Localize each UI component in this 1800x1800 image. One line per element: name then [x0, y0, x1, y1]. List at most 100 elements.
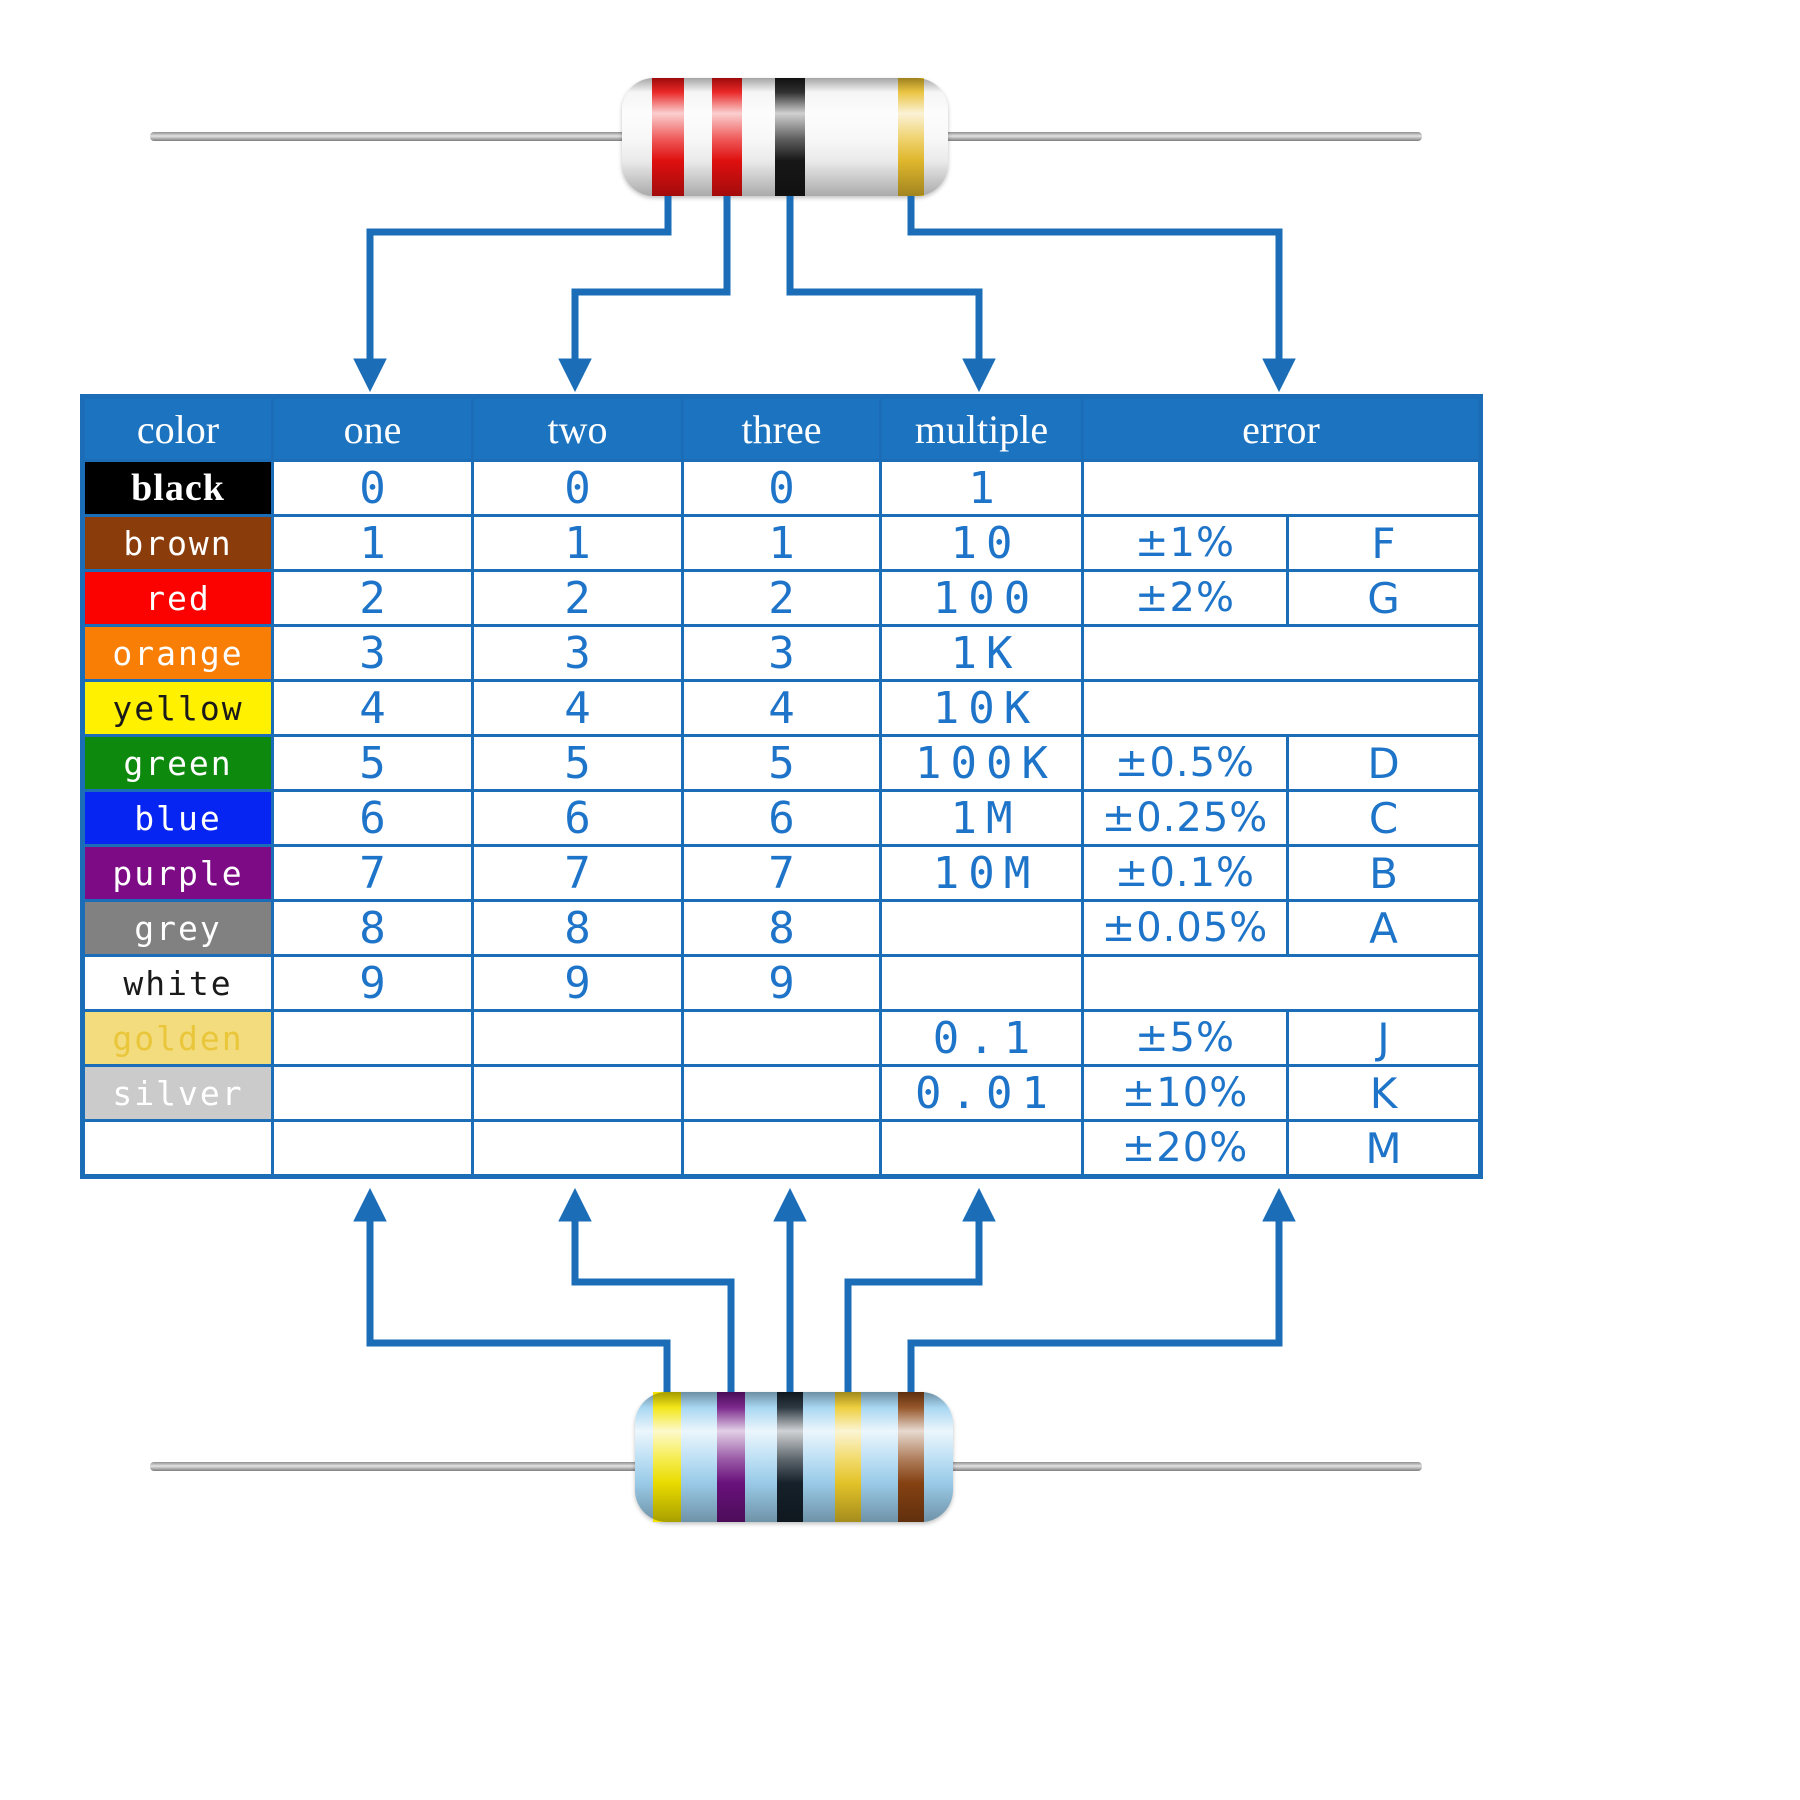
color-swatch-grey: grey — [81, 899, 274, 957]
bottom-band-5-brown — [898, 1392, 924, 1522]
digit-cell: 4 — [471, 679, 684, 737]
digit-cell: 7 — [681, 844, 882, 902]
error-pct-cell: ±5% — [1081, 1009, 1289, 1067]
digit-cell: 7 — [471, 844, 684, 902]
color-swatch-black: black — [81, 459, 274, 517]
error-pct-cell: ±10% — [1081, 1064, 1289, 1122]
digit-cell: 6 — [271, 789, 474, 847]
error-pct-cell: ±1% — [1081, 514, 1289, 572]
digit-cell — [471, 1009, 684, 1067]
top-band-1-red — [652, 78, 684, 196]
digit-cell: 0 — [471, 459, 684, 517]
color-swatch-silver: silver — [81, 1064, 274, 1122]
digit-cell: 4 — [271, 679, 474, 737]
multiple-cell: 100 — [879, 569, 1084, 627]
digit-cell: 8 — [471, 899, 684, 957]
multiple-cell: 100K — [879, 734, 1084, 792]
error-pct-cell: ±0.1% — [1081, 844, 1289, 902]
multiple-cell: 0.1 — [879, 1009, 1084, 1067]
digit-cell: 8 — [681, 899, 882, 957]
digit-cell: 9 — [681, 954, 882, 1012]
table-row-green: green 5 5 5 100K ±0.5% D — [81, 734, 1482, 792]
digit-cell — [471, 1119, 684, 1178]
header-multiple: multiple — [879, 395, 1084, 462]
bottom-resistor-body — [635, 1392, 953, 1522]
digit-cell: 5 — [271, 734, 474, 792]
arrow-bottom-band4-to-multiple — [844, 1187, 996, 1392]
digit-cell: 3 — [271, 624, 474, 682]
arrow-top-band2-to-two — [558, 196, 731, 393]
error-pct-cell: ±0.05% — [1081, 899, 1289, 957]
table-row-purple: purple 7 7 7 10M ±0.1% B — [81, 844, 1482, 902]
header-two: two — [471, 395, 684, 462]
header-error: error — [1081, 395, 1482, 462]
arrow-bottom-band5-to-error — [907, 1187, 1296, 1392]
error-code-cell: G — [1286, 569, 1482, 627]
error-cell — [1081, 679, 1482, 737]
multiple-cell: 10M — [879, 844, 1084, 902]
top-band-4-gold — [898, 78, 924, 196]
multiple-cell — [879, 954, 1084, 1012]
header-row: color one two three multiple error — [81, 395, 1482, 462]
table-row-grey: grey 8 8 8 ±0.05% A — [81, 899, 1482, 957]
digit-cell: 3 — [681, 624, 882, 682]
table-row-golden: golden 0.1 ±5% J — [81, 1009, 1482, 1067]
error-code-cell: J — [1286, 1009, 1482, 1067]
error-cell — [1081, 624, 1482, 682]
top-resistor-body — [622, 78, 948, 196]
error-pct-cell: ±20% — [1081, 1119, 1289, 1178]
digit-cell — [681, 1064, 882, 1122]
bottom-band-1-yellow — [653, 1392, 681, 1522]
digit-cell: 6 — [681, 789, 882, 847]
digit-cell: 6 — [471, 789, 684, 847]
color-swatch-yellow: yellow — [81, 679, 274, 737]
error-pct-cell: ±0.5% — [1081, 734, 1289, 792]
digit-cell: 0 — [271, 459, 474, 517]
error-cell — [1081, 954, 1482, 1012]
digit-cell: 2 — [471, 569, 684, 627]
top-band-3-black — [775, 78, 805, 196]
top-band-2-red — [712, 78, 742, 196]
digit-cell: 1 — [471, 514, 684, 572]
error-code-cell: B — [1286, 844, 1482, 902]
color-swatch-purple: purple — [81, 844, 274, 902]
error-code-cell: C — [1286, 789, 1482, 847]
table-row-white: white 9 9 9 — [81, 954, 1482, 1012]
error-code-cell: K — [1286, 1064, 1482, 1122]
table-row-silver: silver 0.01 ±10% K — [81, 1064, 1482, 1122]
arrow-top-band1-to-one — [353, 196, 672, 393]
multiple-cell: 1K — [879, 624, 1084, 682]
table-row-orange: orange 3 3 3 1K — [81, 624, 1482, 682]
digit-cell: 2 — [681, 569, 882, 627]
arrow-bottom-band2-to-two — [558, 1187, 735, 1392]
color-swatch-white: white — [81, 954, 274, 1012]
error-code-cell: M — [1286, 1119, 1482, 1178]
color-swatch-green: green — [81, 734, 274, 792]
digit-cell: 1 — [681, 514, 882, 572]
table-row-black: black 0 0 0 1 — [81, 459, 1482, 517]
table-row-none: ±20% M — [81, 1119, 1482, 1178]
multiple-cell — [879, 899, 1084, 957]
multiple-cell: 10K — [879, 679, 1084, 737]
digit-cell: 9 — [471, 954, 684, 1012]
table-row-brown: brown 1 1 1 10 ±1% F — [81, 514, 1482, 572]
arrow-top-band3-to-multiple — [786, 196, 996, 393]
color-swatch-red: red — [81, 569, 274, 627]
bottom-band-2-purple — [717, 1392, 745, 1522]
bottom-band-3-black — [777, 1392, 803, 1522]
table-row-yellow: yellow 4 4 4 10K — [81, 679, 1482, 737]
digit-cell — [681, 1009, 882, 1067]
table-row-blue: blue 6 6 6 1M ±0.25% C — [81, 789, 1482, 847]
header-three: three — [681, 395, 882, 462]
digit-cell: 7 — [271, 844, 474, 902]
color-swatch-blue: blue — [81, 789, 274, 847]
multiple-cell: 10 — [879, 514, 1084, 572]
digit-cell: 4 — [681, 679, 882, 737]
resistor-color-code-table: color one two three multiple error black… — [80, 394, 1483, 1179]
error-code-cell: A — [1286, 899, 1482, 957]
color-swatch-none — [81, 1119, 274, 1178]
digit-cell: 1 — [271, 514, 474, 572]
digit-cell: 0 — [681, 459, 882, 517]
